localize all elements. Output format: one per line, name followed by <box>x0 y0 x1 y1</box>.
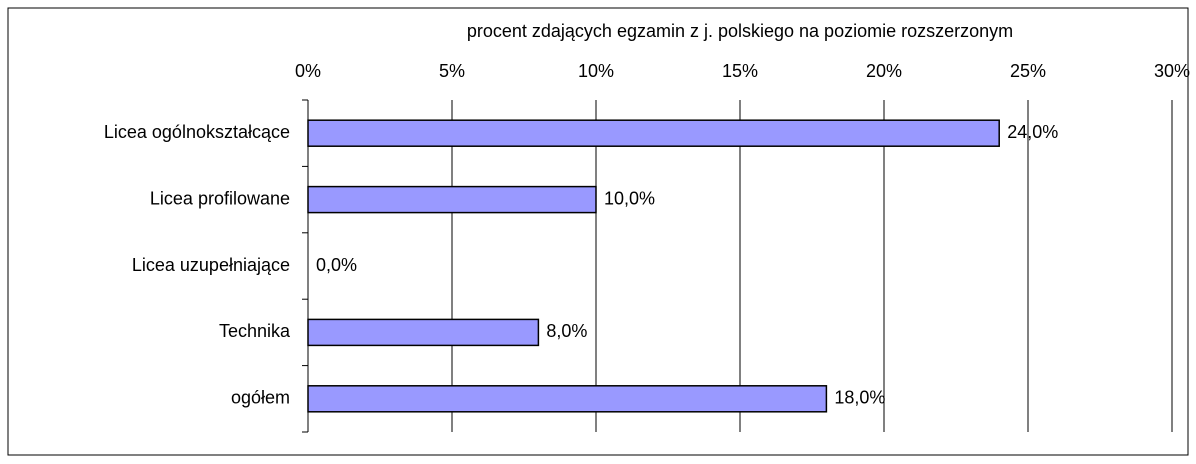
x-tick-label: 10% <box>578 61 614 81</box>
x-tick-label: 25% <box>1010 61 1046 81</box>
bar <box>307 318 540 347</box>
bar <box>307 385 828 413</box>
value-label: 24,0% <box>1007 122 1058 142</box>
y-tick-label: Licea ogólnokształcące <box>104 122 290 142</box>
x-tick-label: 0% <box>295 61 321 81</box>
bar <box>307 119 1000 147</box>
value-label: 0,0% <box>316 255 357 275</box>
value-label: 18,0% <box>834 388 885 408</box>
y-tick-label: Licea uzupełniające <box>132 255 290 275</box>
value-label: 8,0% <box>546 321 587 341</box>
bar <box>307 185 597 214</box>
x-tick-label: 20% <box>866 61 902 81</box>
y-tick-label: ogółem <box>231 388 290 408</box>
x-tick-label: 5% <box>439 61 465 81</box>
value-label: 10,0% <box>604 188 655 208</box>
axis-title: procent zdających egzamin z j. polskiego… <box>467 21 1013 41</box>
x-tick-label: 30% <box>1154 61 1190 81</box>
y-tick-label: Technika <box>219 321 291 341</box>
y-tick-label: Licea profilowane <box>150 188 290 208</box>
x-tick-label: 15% <box>722 61 758 81</box>
chart-frame <box>7 7 1189 456</box>
